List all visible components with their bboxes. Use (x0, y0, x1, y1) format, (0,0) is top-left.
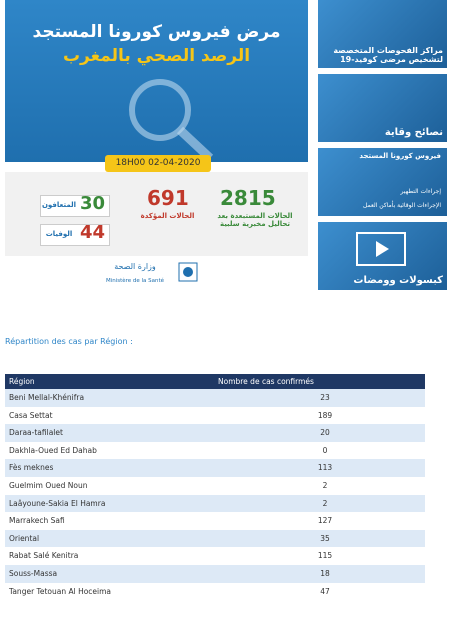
confirmed-label: الحالات المؤكدة (140, 212, 195, 220)
case-count: 47 (320, 586, 330, 596)
deaths-box (40, 224, 110, 246)
table-row: Casa Settat 189 (5, 406, 425, 425)
case-count: 20 (320, 428, 330, 438)
case-count: 127 (317, 516, 333, 526)
ministry-french: Ministère de la Santé (105, 278, 165, 284)
tile-measures[interactable]: فيروس كورونا المستجد إجراءات التطهير الإ… (318, 148, 447, 216)
tile-label: فيروس كورونا المستجد (359, 152, 441, 160)
section-title: Répartition des cas par Région : (5, 337, 133, 346)
recovered-count: 30 (80, 193, 106, 214)
recovered-label: المتعافون (41, 201, 77, 209)
table-row: Beni Mellal-Khénifra 23 (5, 389, 425, 407)
table-row: Guelmim Oued Noun 2 (5, 477, 425, 495)
table-row: Tanger Tetouan Al Hoceima 47 (5, 582, 425, 601)
region-name: Guelmim Oued Noun (9, 481, 88, 490)
deaths-count: 44 (80, 222, 106, 243)
magnifier-icon (129, 79, 214, 160)
confirmed-count: 691 (147, 186, 189, 210)
tile-label: نصائح وقاية (384, 127, 443, 138)
covid-banner[interactable]: مرض فيروس كورونا المستجد الرصد الصحي بال… (5, 0, 308, 302)
case-count: 113 (317, 463, 333, 473)
case-count: 115 (317, 551, 333, 561)
header-cell: Nombre de cas confirmés (218, 377, 314, 386)
table-row: Marrakech Safi 127 (5, 512, 425, 530)
region-name: Tanger Tetouan Al Hoceima (9, 586, 112, 596)
region-name: Fès meknes (9, 463, 54, 473)
case-count: 18 (320, 569, 330, 578)
tile-test-centers[interactable]: مراكز الفحوصات المتخصصة لتشخيص مرضى كوفي… (318, 0, 447, 68)
tile-label: مراكز الفحوصات المتخصصة لتشخيص مرضى كوفي… (333, 46, 443, 64)
table-row: Daraa-tafilalet 20 (5, 424, 425, 442)
table-row: Souss-Massa 18 (5, 565, 425, 583)
table-row: Dakhla-Oued Ed Dahab 0 (5, 441, 425, 460)
case-count: 2 (322, 481, 328, 490)
video-icon (356, 232, 406, 266)
case-count: 35 (320, 533, 330, 543)
region-name: Laâyoune-Sakia El Hamra (9, 498, 106, 508)
ministry-logo (178, 262, 198, 282)
region-name: Marrakech Safi (9, 516, 65, 526)
case-count: 2 (322, 498, 328, 508)
case-count: 23 (320, 393, 330, 402)
region-name: Rabat Salé Kenitra (9, 551, 79, 561)
excluded-count: 2815 (220, 186, 276, 210)
ministry-arabic: وزارة الصحة (114, 262, 156, 271)
table-header: Région Nombre de cas confirmés (5, 374, 425, 389)
excluded-label: الحالات المستبعدة بعد تحاليل مخبرية سلبي… (217, 212, 293, 228)
table-row: Rabat Salé Kenitra 115 (5, 547, 425, 565)
deaths-label: الوفيات (45, 230, 73, 238)
date-badge: 18H00 02-04-2020 (105, 155, 211, 172)
table-row: Laâyoune-Sakia El Hamra 2 (5, 494, 425, 513)
tile-label: كبسولات وومضات (353, 275, 443, 286)
banner-title: مرض فيروس كورونا المستجد (32, 22, 281, 42)
banner-subtitle: الرصد الصحي بالمغرب (62, 46, 251, 66)
region-name: Beni Mellal-Khénifra (9, 393, 85, 402)
tile-item: إجراءات التطهير (400, 188, 441, 195)
header-cell: Région (9, 377, 35, 386)
table-row: Oriental 35 (5, 529, 425, 548)
tile-capsules[interactable]: كبسولات وومضات (318, 222, 447, 290)
region-name: Dakhla-Oued Ed Dahab (9, 445, 97, 455)
region-name: Casa Settat (9, 410, 53, 420)
region-name: Souss-Massa (9, 569, 58, 578)
region-name: Daraa-tafilalet (9, 428, 63, 438)
case-count: 189 (317, 410, 333, 420)
table-row: Fès meknes 113 (5, 459, 425, 477)
recovered-box (40, 195, 110, 217)
region-name: Oriental (9, 533, 40, 543)
tile-prevention[interactable]: نصائح وقاية (318, 74, 447, 142)
tile-item: الإجراءات الوقائية بأماكن العمل (363, 202, 441, 209)
case-count: 0 (322, 445, 328, 455)
